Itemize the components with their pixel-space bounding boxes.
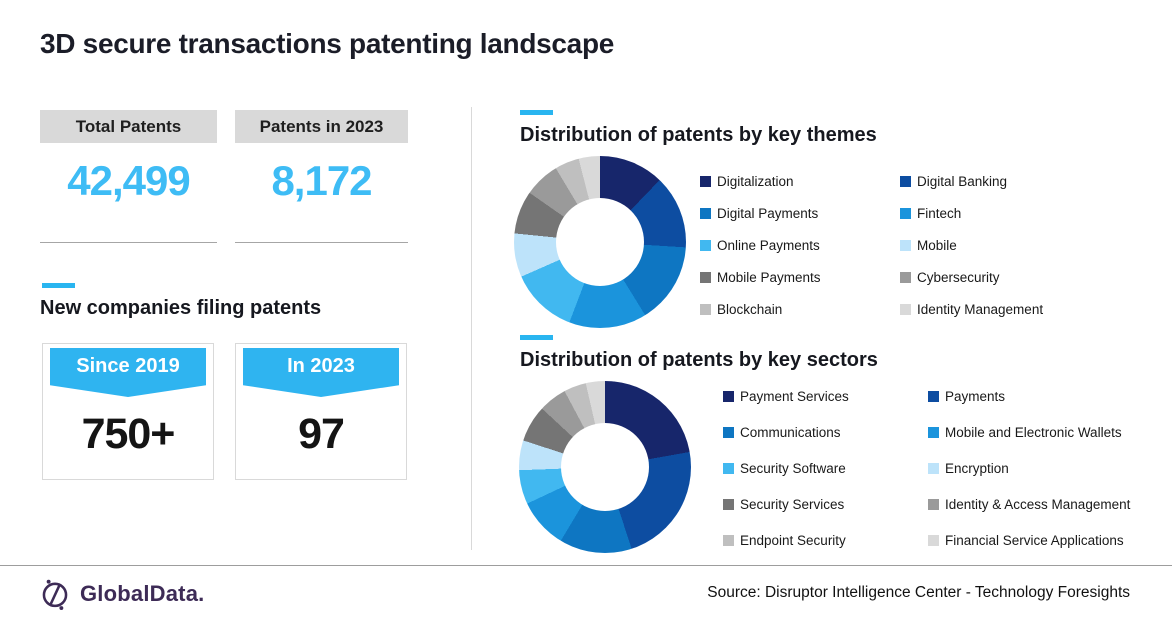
legend-swatch — [700, 207, 711, 219]
legend-item: Payments — [928, 378, 1130, 414]
accent-dash — [520, 110, 553, 115]
legend-item: Blockchain — [700, 293, 821, 325]
globaldata-logo: GlobalData. — [38, 577, 204, 611]
source-attribution: Source: Disruptor Intelligence Center - … — [707, 584, 1130, 601]
legend-item: Identity Management — [900, 293, 1043, 325]
stat-card-label: Total Patents — [40, 110, 217, 143]
legend-swatch — [700, 239, 711, 251]
vertical-divider — [471, 107, 472, 550]
legend-item: Fintech — [900, 197, 1043, 229]
legend-item: Communications — [723, 414, 849, 450]
legend-item: Cybersecurity — [900, 261, 1043, 293]
legend-label: Payment Services — [740, 388, 849, 404]
legend-label: Identity Management — [917, 301, 1044, 317]
globaldata-logo-text: GlobalData. — [80, 581, 205, 606]
accent-dash — [42, 283, 75, 288]
accent-dash — [520, 335, 553, 340]
legend-swatch — [900, 239, 911, 251]
legend-label: Payments — [945, 388, 1006, 404]
legend-label: Blockchain — [717, 301, 783, 317]
legend-swatch — [700, 175, 711, 187]
legend-label: Financial Service Applications — [945, 532, 1124, 548]
page-title: 3D secure transactions patenting landsca… — [40, 28, 615, 59]
legend-label: Mobile Payments — [717, 269, 821, 285]
legend-label: Digitalization — [717, 173, 794, 189]
legend-item: Mobile Payments — [700, 261, 821, 293]
legend-swatch — [723, 534, 734, 546]
chart-themes-title: Distribution of patents by key themes — [520, 124, 877, 146]
donut-chart-sectors — [519, 381, 691, 553]
legend-label: Security Software — [740, 460, 846, 476]
footer-divider — [0, 565, 1172, 566]
ribbon-banner: In 2023 — [243, 348, 399, 397]
legend-label: Online Payments — [717, 237, 820, 253]
globaldata-logo-icon — [42, 579, 68, 610]
chart-sectors-title: Distribution of patents by key sectors — [520, 349, 878, 371]
legend-item: Mobile and Electronic Wallets — [928, 414, 1130, 450]
stat-card-total-patents: Total Patents 42,499 — [40, 110, 217, 243]
legend-item: Digital Payments — [700, 197, 821, 229]
legend-item: Security Software — [723, 450, 849, 486]
legend-swatch — [700, 303, 711, 315]
legend-label: Identity & Access Management — [945, 496, 1131, 512]
stat-card-label: Patents in 2023 — [235, 110, 408, 143]
new-companies-heading: New companies filing patents — [40, 297, 322, 319]
legend-item: Financial Service Applications — [928, 522, 1130, 558]
legend-item: Identity & Access Management — [928, 486, 1130, 522]
legend-label: Communications — [740, 424, 841, 440]
legend-label: Endpoint Security — [740, 532, 846, 548]
legend-swatch — [900, 271, 911, 283]
ribbon-value: 97 — [298, 410, 345, 458]
legend-label: Digital Payments — [717, 205, 819, 221]
legend-swatch — [723, 462, 734, 474]
stat-card-value: 8,172 — [271, 157, 372, 204]
legend-label: Cybersecurity — [917, 269, 1000, 285]
legend-themes-col2: Digital Banking Fintech Mobile Cybersecu… — [900, 165, 1043, 325]
donut-hole — [561, 423, 649, 511]
legend-label: Mobile and Electronic Wallets — [945, 424, 1122, 440]
stat-card-patents-2023: Patents in 2023 8,172 — [235, 110, 408, 243]
legend-swatch — [723, 498, 734, 510]
stat-card-value: 42,499 — [67, 157, 190, 204]
legend-swatch — [928, 534, 939, 546]
legend-swatch — [700, 271, 711, 283]
legend-swatch — [928, 390, 939, 402]
legend-item: Encryption — [928, 450, 1130, 486]
donut-chart-themes — [514, 156, 686, 328]
ribbon-banner: Since 2019 — [50, 348, 206, 397]
legend-swatch — [928, 462, 939, 474]
legend-item: Security Services — [723, 486, 849, 522]
ribbon-card-since-2019: Since 2019 750+ — [42, 343, 214, 480]
ribbon-value: 750+ — [81, 410, 176, 458]
legend-swatch — [928, 426, 939, 438]
legend-swatch — [723, 390, 734, 402]
donut-hole — [556, 198, 644, 286]
legend-label: Fintech — [917, 205, 962, 221]
legend-label: Encryption — [945, 460, 1009, 476]
legend-swatch — [928, 498, 939, 510]
legend-item: Payment Services — [723, 378, 849, 414]
legend-label: Digital Banking — [917, 173, 1008, 189]
legend-themes-col1: Digitalization Digital Payments Online P… — [700, 165, 821, 325]
ribbon-card-in-2023: In 2023 97 — [235, 343, 407, 480]
legend-item: Endpoint Security — [723, 522, 849, 558]
legend-sectors-col1: Payment Services Communications Security… — [723, 378, 849, 558]
legend-swatch — [723, 426, 734, 438]
legend-item: Digitalization — [700, 165, 821, 197]
legend-sectors-col2: Payments Mobile and Electronic Wallets E… — [928, 378, 1130, 558]
legend-item: Digital Banking — [900, 165, 1043, 197]
legend-item: Online Payments — [700, 229, 821, 261]
legend-swatch — [900, 303, 911, 315]
legend-swatch — [900, 207, 911, 219]
legend-label: Mobile — [917, 237, 957, 253]
legend-item: Mobile — [900, 229, 1043, 261]
legend-swatch — [900, 175, 911, 187]
legend-label: Security Services — [740, 496, 845, 512]
